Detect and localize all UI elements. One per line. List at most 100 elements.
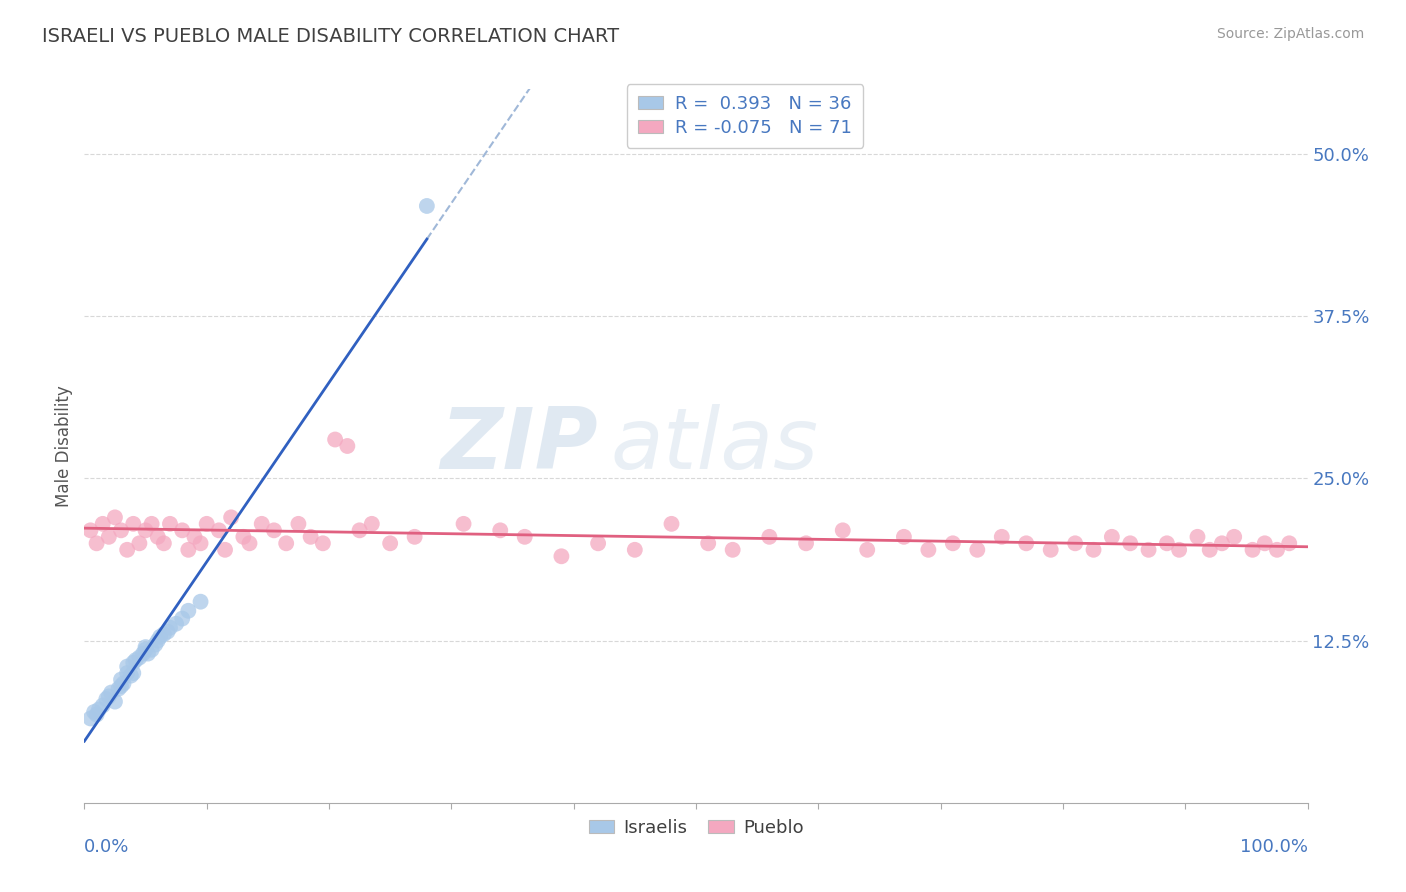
Point — [238, 536, 260, 550]
Point — [513, 530, 536, 544]
Point — [120, 668, 142, 682]
Point — [141, 642, 163, 657]
Point — [1015, 536, 1038, 550]
Point — [183, 530, 205, 544]
Point — [1119, 536, 1142, 550]
Point — [263, 524, 285, 538]
Text: 0.0%: 0.0% — [84, 838, 129, 856]
Point — [190, 595, 212, 609]
Point — [159, 621, 181, 635]
Text: atlas: atlas — [610, 404, 818, 488]
Point — [79, 711, 101, 725]
Text: 100.0%: 100.0% — [1240, 838, 1308, 856]
Point — [115, 659, 138, 673]
Point — [146, 633, 169, 648]
Point — [97, 530, 120, 544]
Point — [156, 624, 179, 639]
Point — [276, 536, 298, 550]
Point — [79, 524, 101, 538]
Point — [349, 524, 371, 538]
Point — [360, 516, 382, 531]
Point — [1064, 536, 1087, 550]
Point — [299, 530, 322, 544]
Point — [91, 698, 114, 713]
Point — [758, 530, 780, 544]
Point — [966, 542, 988, 557]
Point — [122, 656, 145, 670]
Point — [97, 690, 120, 704]
Point — [1278, 536, 1301, 550]
Point — [177, 542, 200, 557]
Point — [125, 653, 148, 667]
Point — [122, 516, 145, 531]
Point — [1198, 542, 1220, 557]
Point — [624, 542, 647, 557]
Point — [135, 524, 157, 538]
Point — [96, 692, 118, 706]
Point — [122, 666, 145, 681]
Point — [404, 530, 426, 544]
Point — [135, 642, 157, 657]
Point — [1265, 542, 1288, 557]
Point — [1101, 530, 1123, 544]
Point — [107, 681, 129, 696]
Point — [172, 524, 194, 538]
Point — [1156, 536, 1178, 550]
Point — [697, 536, 720, 550]
Point — [86, 536, 108, 550]
Point — [128, 536, 150, 550]
Point — [1211, 536, 1233, 550]
Point — [250, 516, 273, 531]
Point — [794, 536, 817, 550]
Point — [1223, 530, 1246, 544]
Point — [100, 685, 122, 699]
Point — [115, 666, 138, 681]
Point — [219, 510, 242, 524]
Point — [208, 524, 231, 538]
Point — [661, 516, 683, 531]
Point — [991, 530, 1014, 544]
Point — [91, 516, 114, 531]
Point — [110, 673, 132, 687]
Y-axis label: Male Disability: Male Disability — [55, 385, 73, 507]
Point — [110, 679, 132, 693]
Point — [112, 676, 135, 690]
Point — [115, 542, 138, 557]
Point — [323, 433, 346, 447]
Point — [87, 702, 110, 716]
Point — [177, 604, 200, 618]
Point — [153, 627, 176, 641]
Legend: Israelis, Pueblo: Israelis, Pueblo — [581, 812, 811, 844]
Point — [128, 650, 150, 665]
Point — [1168, 542, 1191, 557]
Point — [489, 524, 512, 538]
Point — [153, 536, 176, 550]
Point — [159, 516, 181, 531]
Point — [104, 695, 127, 709]
Point — [416, 199, 439, 213]
Point — [336, 439, 359, 453]
Point — [83, 705, 105, 719]
Text: Source: ZipAtlas.com: Source: ZipAtlas.com — [1216, 27, 1364, 41]
Point — [1187, 530, 1209, 544]
Point — [831, 524, 853, 538]
Point — [110, 524, 132, 538]
Text: ZIP: ZIP — [440, 404, 598, 488]
Point — [165, 616, 187, 631]
Point — [453, 516, 475, 531]
Point — [146, 530, 169, 544]
Text: ISRAELI VS PUEBLO MALE DISABILITY CORRELATION CHART: ISRAELI VS PUEBLO MALE DISABILITY CORREL… — [42, 27, 619, 45]
Point — [1039, 542, 1062, 557]
Point — [86, 707, 108, 722]
Point — [132, 647, 155, 661]
Point — [721, 542, 744, 557]
Point — [312, 536, 335, 550]
Point — [232, 530, 254, 544]
Point — [1241, 542, 1264, 557]
Point — [1083, 542, 1105, 557]
Point — [136, 647, 159, 661]
Point — [917, 542, 939, 557]
Point — [856, 542, 879, 557]
Point — [143, 638, 166, 652]
Point — [195, 516, 218, 531]
